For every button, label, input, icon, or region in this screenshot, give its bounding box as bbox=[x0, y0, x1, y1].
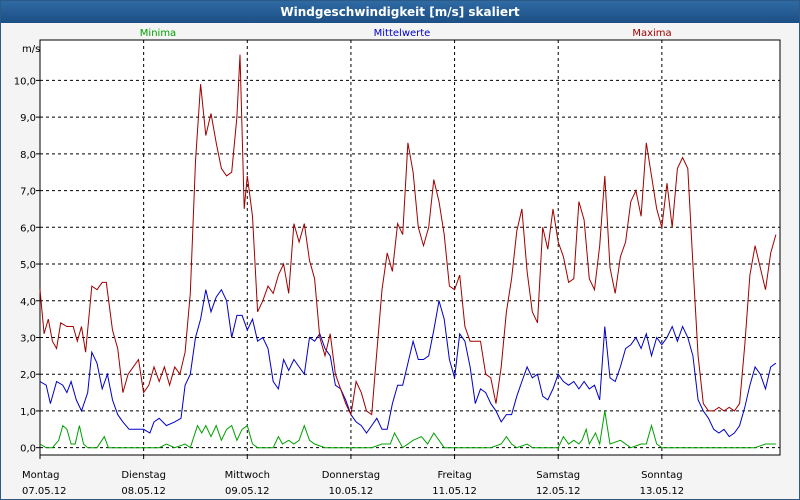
y-tick-label: 0,0 bbox=[20, 444, 36, 455]
y-tick-label: 5,0 bbox=[20, 260, 36, 271]
grid-lines bbox=[40, 40, 780, 455]
y-tick-label: 2,0 bbox=[20, 370, 36, 381]
legend-mittelwerte: Mittelwerte bbox=[374, 28, 431, 39]
series-line-max bbox=[39, 54, 777, 417]
plot-area bbox=[39, 39, 781, 456]
x-tick-date: 11.05.12 bbox=[432, 486, 477, 497]
x-tick-day: Montag bbox=[22, 470, 59, 481]
x-tick-day: Mittwoch bbox=[225, 470, 270, 481]
legend-maxima: Maxima bbox=[632, 28, 671, 39]
y-tick-label: 7,0 bbox=[20, 187, 36, 198]
x-tick-day: Freitag bbox=[437, 470, 471, 481]
series-line-mean bbox=[39, 288, 777, 438]
y-axis: 0,0 1,0 2,0 3,0 4,0 5,0 6,0 7,0 8,0 9,0 10,0 bbox=[14, 76, 40, 455]
series-group bbox=[39, 54, 777, 449]
legend-minima: Minima bbox=[140, 28, 176, 39]
y-tick-label: 6,0 bbox=[20, 223, 36, 234]
x-tick-date: 12.05.12 bbox=[536, 486, 581, 497]
y-tick-label: 8,0 bbox=[20, 150, 36, 161]
x-tick-date: 10.05.12 bbox=[329, 486, 374, 497]
plot-background bbox=[40, 40, 780, 455]
y-tick-label: 1,0 bbox=[20, 407, 36, 418]
y-tick-label: 10,0 bbox=[14, 76, 36, 87]
x-tick-day: Donnerstag bbox=[322, 470, 380, 481]
y-axis-label: m/s bbox=[22, 44, 40, 55]
x-tick-date: 07.05.12 bbox=[22, 486, 67, 497]
x-tick-day: Samstag bbox=[536, 470, 580, 481]
x-axis: Montag 07.05.12 Dienstag 08.05.12 Mittwoch 09… bbox=[22, 455, 684, 497]
x-tick-day: Dienstag bbox=[121, 470, 166, 481]
y-tick-label: 4,0 bbox=[20, 297, 36, 308]
x-tick-date: 09.05.12 bbox=[225, 486, 270, 497]
y-tick-label: 9,0 bbox=[20, 113, 36, 124]
x-tick-day: Sonntag bbox=[641, 470, 683, 481]
x-tick-date: 13.05.12 bbox=[640, 486, 685, 497]
y-tick-label: 3,0 bbox=[20, 333, 36, 344]
x-tick-date: 08.05.12 bbox=[121, 486, 166, 497]
series-line-min bbox=[39, 410, 776, 449]
window-title: Windgeschwindigkeit [m/s] skaliert bbox=[1, 1, 799, 23]
